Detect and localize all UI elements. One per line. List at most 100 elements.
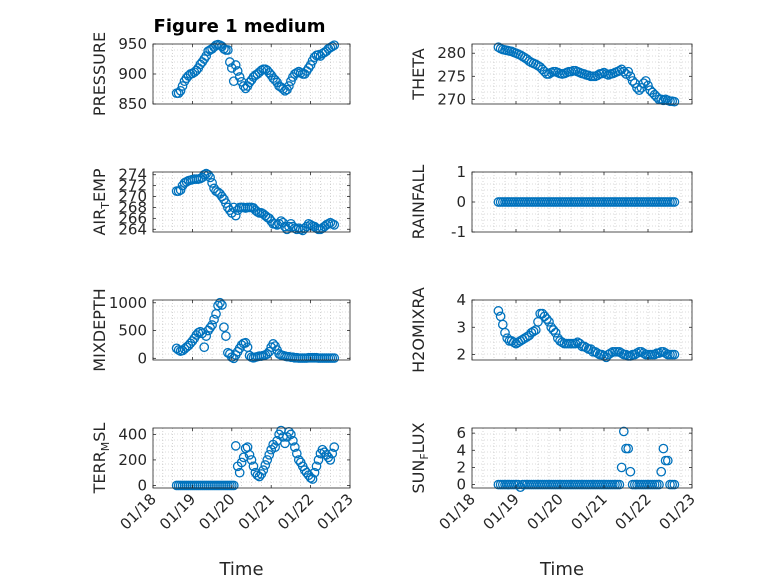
- y-tick-label: 850: [118, 95, 147, 113]
- y-tick-label: 270: [437, 90, 466, 108]
- x-tick-label: 01/19: [480, 490, 523, 533]
- data-point: [232, 66, 243, 76]
- data-point: [215, 297, 225, 308]
- data-point: [500, 327, 510, 338]
- y-tick-label: 500: [118, 322, 147, 340]
- data-point: [230, 60, 241, 70]
- x-tick-label: 01/22: [612, 490, 655, 533]
- data-point: [570, 338, 581, 349]
- data-point: [291, 448, 302, 459]
- data-point: [327, 218, 338, 229]
- series-pressure: [171, 39, 340, 99]
- data-point: [323, 218, 334, 229]
- data-point: [327, 41, 338, 52]
- data-point: [260, 460, 271, 470]
- data-point: [221, 331, 231, 341]
- x-axis-label: Time: [539, 559, 584, 580]
- y-axis-label-rest: LUX: [409, 422, 428, 453]
- y-axis-label-main: MIXDEPTH: [90, 288, 109, 371]
- y-tick-label: 2: [456, 346, 466, 364]
- data-point: [618, 426, 629, 437]
- y-tick-label: 280: [437, 44, 466, 62]
- data-point: [213, 300, 223, 311]
- data-point: [252, 470, 263, 481]
- x-tick-label: 01/22: [274, 490, 317, 533]
- y-axis-label-subscript: T: [99, 202, 112, 210]
- axes-box: [471, 427, 693, 489]
- data-point: [236, 457, 247, 468]
- y-tick-label: 3: [456, 318, 466, 336]
- data-point: [493, 306, 504, 316]
- data-point: [201, 331, 212, 341]
- data-point: [623, 66, 634, 77]
- y-tick-label: 275: [437, 67, 466, 85]
- data-point: [199, 54, 210, 64]
- data-point: [207, 320, 217, 330]
- y-axis-label: RAINFALL: [409, 165, 428, 240]
- data-point: [662, 455, 673, 466]
- data-point: [228, 480, 239, 491]
- data-point: [654, 479, 664, 490]
- y-tick-label: 0: [137, 476, 147, 494]
- x-tick-label: 01/18: [117, 490, 160, 533]
- data-point: [625, 71, 636, 82]
- data-point: [329, 220, 340, 230]
- y-tick-label: 4: [456, 291, 466, 309]
- data-point: [175, 85, 186, 96]
- y-axis-label-rest: SL: [90, 423, 109, 442]
- data-point: [592, 348, 603, 359]
- chart-title: Figure 1 medium: [154, 16, 326, 37]
- subplot-theta: 270 275 280 THETA: [409, 42, 693, 108]
- y-axis-label-subscript: F: [418, 453, 431, 459]
- data-point: [636, 82, 647, 93]
- data-point: [284, 81, 294, 91]
- x-tick-label: 01/23: [314, 490, 357, 533]
- data-point: [207, 178, 217, 188]
- data-point: [550, 327, 561, 338]
- y-tick-label: 2: [456, 458, 466, 476]
- data-point: [295, 67, 306, 78]
- y-axis-label-rest: EMP: [90, 168, 109, 202]
- data-point: [649, 349, 660, 360]
- series-theta: [493, 42, 680, 107]
- axes-box: [471, 43, 693, 105]
- x-tick-label: 01/19: [156, 490, 199, 533]
- data-point: [313, 455, 324, 465]
- data-point: [640, 76, 651, 86]
- series-sun_flux: [493, 426, 680, 492]
- y-tick-label: 266: [118, 209, 147, 227]
- y-tick-label: 1: [456, 163, 466, 181]
- data-point: [329, 40, 340, 51]
- y-axis-label: PRESSURE: [90, 32, 109, 116]
- x-tick-label: 01/20: [195, 490, 238, 533]
- x-tick-label: 01/21: [235, 490, 278, 533]
- y-axis-label: AIRTEMP: [90, 168, 112, 235]
- data-point: [248, 461, 259, 472]
- series-air_temp: [171, 168, 340, 236]
- data-point: [230, 210, 241, 221]
- y-tick-label: 0: [456, 193, 466, 211]
- data-point: [643, 80, 653, 91]
- data-point: [193, 327, 204, 338]
- axes-box: [152, 299, 351, 361]
- data-point: [258, 465, 269, 475]
- data-point: [203, 169, 214, 180]
- data-point: [669, 96, 680, 107]
- data-point: [234, 72, 245, 82]
- data-point: [288, 435, 298, 446]
- data-point: [623, 443, 634, 454]
- data-point: [327, 448, 338, 459]
- data-point: [177, 81, 188, 91]
- y-tick-label: 268: [118, 198, 147, 216]
- y-axis-label-main: H2OMIXRA: [409, 287, 428, 373]
- data-point: [286, 429, 296, 440]
- data-point: [234, 467, 245, 478]
- data-point: [329, 353, 340, 363]
- y-tick-label: 264: [118, 220, 147, 238]
- y-axis-label-main: PRESSURE: [90, 32, 109, 116]
- data-point: [669, 349, 680, 360]
